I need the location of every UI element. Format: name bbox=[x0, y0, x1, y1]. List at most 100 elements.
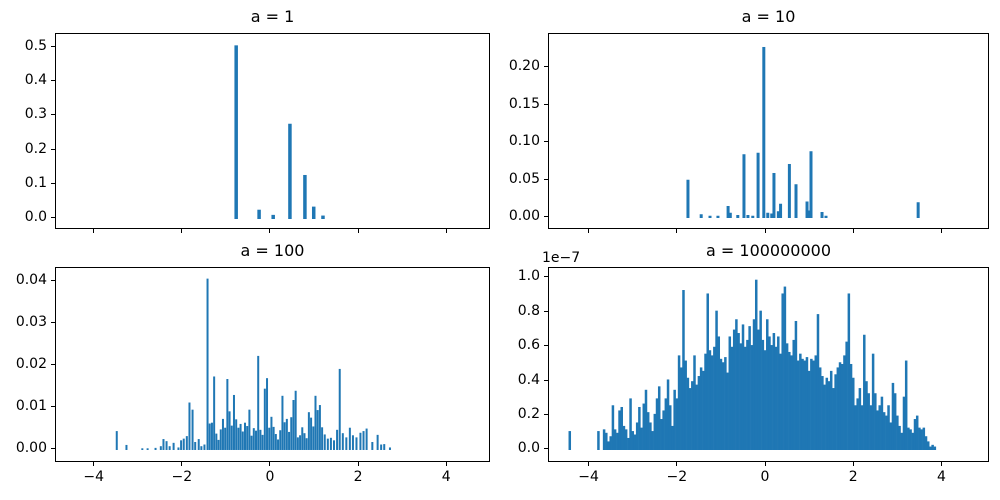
bar bbox=[206, 278, 209, 450]
x-tick-mark bbox=[940, 462, 942, 466]
bar bbox=[263, 388, 266, 450]
bar bbox=[338, 368, 341, 450]
bar bbox=[688, 388, 692, 450]
bar bbox=[754, 279, 758, 450]
bar bbox=[713, 346, 716, 450]
bar bbox=[605, 432, 608, 450]
y-tick-mark bbox=[51, 217, 55, 219]
y-axis-offset-label: 1e−7 bbox=[542, 250, 581, 266]
y-tick-mark bbox=[51, 280, 55, 282]
plot-area bbox=[548, 267, 989, 462]
bar bbox=[627, 437, 630, 450]
bar bbox=[611, 405, 615, 450]
bar bbox=[232, 394, 235, 450]
bar bbox=[182, 438, 185, 450]
bar bbox=[290, 417, 293, 450]
y-tick-mark bbox=[544, 178, 548, 180]
bar bbox=[876, 410, 879, 450]
bar bbox=[726, 372, 729, 450]
bar bbox=[680, 367, 683, 450]
bars-layer bbox=[568, 279, 937, 450]
bar bbox=[234, 45, 238, 219]
bar bbox=[633, 434, 637, 450]
bars-layer bbox=[686, 46, 920, 218]
bar bbox=[270, 416, 273, 450]
bar bbox=[823, 384, 826, 450]
bar bbox=[702, 370, 705, 450]
bar bbox=[900, 432, 904, 450]
y-tick-mark bbox=[51, 364, 55, 366]
y-tick-label: 0.0 bbox=[517, 440, 540, 457]
bar bbox=[292, 400, 295, 450]
x-tick-label: 2 bbox=[353, 469, 363, 485]
bar bbox=[642, 403, 646, 450]
y-tick-mark bbox=[544, 103, 548, 105]
y-tick-mark bbox=[544, 414, 548, 416]
bar bbox=[311, 206, 316, 219]
bar bbox=[902, 396, 906, 450]
bar bbox=[657, 386, 661, 450]
bar bbox=[631, 431, 635, 450]
bar bbox=[824, 215, 828, 218]
bar bbox=[845, 341, 848, 450]
bar bbox=[814, 355, 818, 450]
bar bbox=[889, 422, 893, 450]
x-tick-mark bbox=[588, 229, 590, 233]
bar bbox=[371, 442, 374, 450]
bar bbox=[607, 441, 610, 450]
x-tick-mark bbox=[676, 462, 678, 466]
bar bbox=[215, 433, 218, 450]
bar bbox=[810, 358, 813, 450]
bar bbox=[691, 381, 694, 450]
bar bbox=[640, 427, 643, 450]
bar bbox=[926, 441, 930, 450]
bar bbox=[854, 405, 857, 450]
y-tick-label: 0.10 bbox=[508, 133, 540, 150]
bar bbox=[159, 446, 162, 450]
bar bbox=[920, 429, 923, 450]
bar bbox=[684, 360, 687, 450]
bar bbox=[708, 350, 712, 450]
bar bbox=[609, 436, 612, 450]
bar bbox=[865, 381, 868, 450]
x-tick-label: −4 bbox=[578, 469, 599, 485]
bar bbox=[266, 378, 269, 450]
bar bbox=[180, 440, 183, 450]
x-tick-mark bbox=[764, 229, 766, 233]
bar bbox=[666, 379, 670, 450]
y-tick-label: 0.04 bbox=[15, 272, 47, 289]
bar bbox=[664, 398, 668, 450]
bar bbox=[194, 442, 197, 450]
bar bbox=[847, 293, 851, 450]
bar bbox=[761, 339, 765, 450]
bar bbox=[316, 410, 319, 450]
bar bbox=[783, 286, 787, 450]
bar bbox=[197, 439, 200, 450]
y-tick-mark bbox=[544, 276, 548, 278]
x-tick-mark bbox=[940, 229, 942, 233]
bar bbox=[635, 422, 639, 450]
x-tick-mark bbox=[445, 229, 447, 233]
bar bbox=[821, 376, 824, 450]
bar bbox=[741, 324, 745, 450]
bar bbox=[213, 376, 216, 450]
bar bbox=[620, 406, 623, 450]
bar bbox=[303, 433, 306, 450]
bar bbox=[766, 319, 769, 450]
y-tick-mark bbox=[544, 379, 548, 381]
bar bbox=[770, 345, 773, 450]
plot-area bbox=[55, 33, 490, 229]
y-tick-mark bbox=[544, 216, 548, 218]
bar bbox=[248, 409, 251, 450]
bar bbox=[345, 437, 348, 450]
bar bbox=[185, 436, 188, 450]
bar bbox=[763, 350, 767, 450]
subplot-title: a = 10 bbox=[741, 7, 796, 26]
bar bbox=[271, 214, 275, 219]
bar bbox=[351, 435, 354, 450]
bar bbox=[318, 405, 321, 450]
bar bbox=[301, 427, 304, 450]
bar bbox=[759, 310, 762, 450]
bar bbox=[686, 179, 690, 218]
